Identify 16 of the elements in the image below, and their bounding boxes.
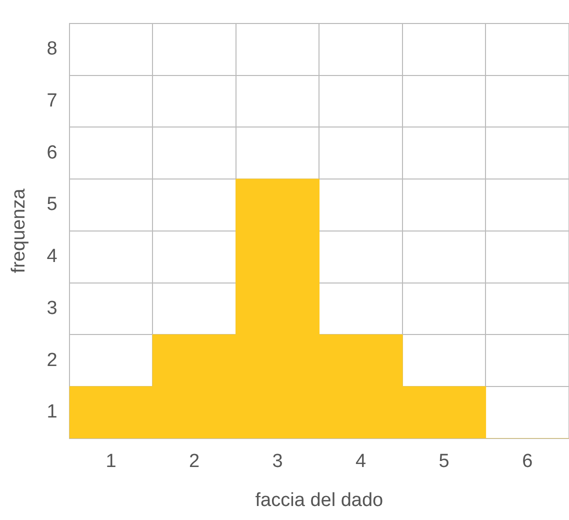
y-axis-title: frequenza [8,188,30,274]
x-axis-title: faccia del dado [255,490,384,511]
y-tick-label: 1 [46,402,58,423]
y-tick-label: 5 [46,194,58,216]
x-tick-label: 1 [106,451,116,472]
y-tick-label: 2 [46,350,58,371]
x-tick-label: 3 [272,451,283,472]
y-tick-label: 8 [46,38,58,60]
y-tick-label: 3 [46,298,58,319]
y-tick-label: 7 [46,90,58,112]
x-tick-label: 6 [522,451,533,472]
x-tick-label: 4 [356,451,367,472]
x-tick-label: 2 [188,451,200,472]
y-tick-label: 4 [46,246,58,268]
y-tick-label: 6 [46,142,58,164]
x-tick-label: 5 [438,451,450,472]
